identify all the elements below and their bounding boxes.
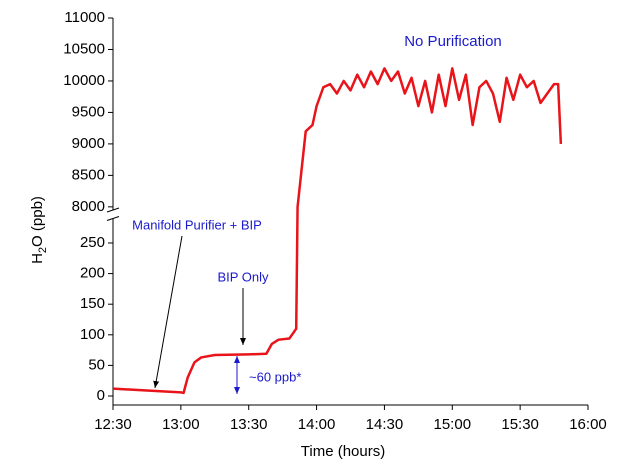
x-tick-label: 13:00: [162, 416, 200, 433]
y-tick-label: 0: [97, 387, 105, 404]
x-tick-label: 14:30: [366, 416, 404, 433]
y-tick-label: 250: [80, 234, 105, 251]
annotation: BIP Only: [217, 269, 269, 284]
x-tick-label: 16:00: [569, 416, 607, 433]
y-tick-label: 200: [80, 265, 105, 282]
y-tick-label: 10000: [63, 72, 105, 89]
axis-break: [106, 216, 120, 221]
y-tick-label: 8000: [72, 198, 105, 215]
annotation: No Purification: [404, 33, 502, 50]
y-axis-label: H2O (ppb): [29, 196, 49, 264]
x-tick-label: 13:30: [230, 416, 268, 433]
y-label-sub: 2: [37, 247, 49, 253]
y-tick-label: 9500: [72, 103, 105, 120]
x-tick-label: 14:00: [298, 416, 336, 433]
x-axis-label: Time (hours): [301, 443, 385, 460]
annotation: ~60 ppb*: [249, 369, 301, 384]
y-label-part: O (ppb): [29, 196, 46, 247]
axis-break: [106, 207, 120, 213]
y-tick-label: 8500: [72, 166, 105, 183]
y-tick-label: 150: [80, 295, 105, 312]
x-tick-label: 12:30: [94, 416, 132, 433]
x-tick-label: 15:30: [501, 416, 539, 433]
y-tick-label: 50: [88, 356, 105, 373]
annotation: Manifold Purifier + BIP: [132, 217, 262, 232]
arrow: [153, 235, 183, 389]
y-tick-label: 11000: [64, 9, 105, 26]
data-line: [112, 67, 563, 395]
y-label-part: H: [29, 253, 46, 264]
x-tick-label: 15:00: [434, 416, 472, 433]
y-tick-label: 100: [80, 326, 105, 343]
y-tick-label: 10500: [63, 40, 105, 57]
y-tick-label: 9000: [72, 135, 105, 152]
